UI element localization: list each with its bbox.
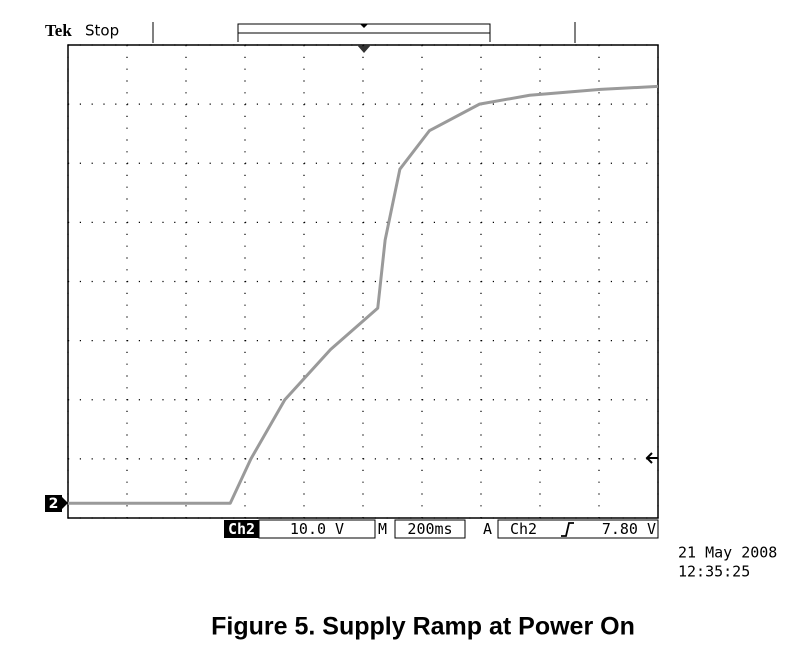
time-label: M [378,520,387,538]
date: 21 May 2008 [678,544,777,562]
channel-marker: 2 [49,496,59,512]
time: 12:35:25 [678,563,750,581]
volts-box [258,519,376,539]
channel-box [224,520,259,538]
trigger-position [357,45,371,53]
channel: Ch2 [228,520,255,538]
state: Stop [85,22,119,40]
time-per-div: 200ms [407,520,452,538]
time-box [394,519,466,539]
trace [68,84,659,505]
trigger-source: Ch2 [510,520,537,538]
channel-marker-box [45,495,62,512]
trigger-box [497,519,659,539]
volts-per-div: 10.0 V [290,520,344,538]
channel-marker-arrow [62,497,68,509]
chart-title: Figure 5. Supply Ramp at Power On [211,613,635,641]
rising-edge-icon [561,522,574,537]
record-marker [360,24,368,28]
trigger-label: A [483,520,492,538]
trigger-level-marker [645,452,658,464]
brand: Tek [45,21,72,40]
trigger-level: 7.80 V [602,520,656,538]
